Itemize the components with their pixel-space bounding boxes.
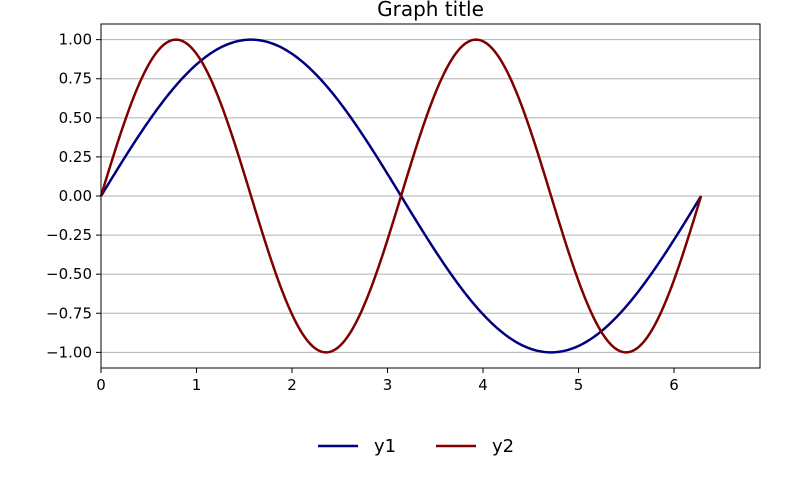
x-tick-label: 6 xyxy=(669,376,679,394)
y-tick-label: −0.50 xyxy=(46,265,92,283)
legend-label-y2: y2 xyxy=(492,436,514,457)
y-axis: 1.00 0.75 0.50 0.25 0.00 −0.25 −0.50 −0.75 −1.00 xyxy=(46,31,101,361)
y-tick-label: 0.50 xyxy=(59,109,92,127)
y-tick-label: −1.00 xyxy=(46,343,92,361)
y-tick-label: −0.75 xyxy=(46,304,92,322)
y-tick-label: 1.00 xyxy=(59,31,92,49)
plot-lines xyxy=(99,38,703,354)
x-axis: 0 1 2 3 4 5 6 xyxy=(96,368,679,394)
x-tick-label: 4 xyxy=(478,376,488,394)
legend-label-y1: y1 xyxy=(374,436,396,457)
x-tick-label: 5 xyxy=(574,376,584,394)
legend: y1 y2 xyxy=(318,436,514,457)
y-tick-label: 0.00 xyxy=(59,187,92,205)
y-tick-label: 0.25 xyxy=(59,148,92,166)
x-tick-label: 3 xyxy=(383,376,393,394)
y-tick-label: 0.75 xyxy=(59,70,92,88)
y-tick-label: −0.25 xyxy=(46,226,92,244)
x-tick-label: 0 xyxy=(96,376,106,394)
chart-title: Graph title xyxy=(377,0,484,21)
series-line-y2 xyxy=(99,38,703,354)
x-tick-label: 1 xyxy=(192,376,202,394)
x-tick-label: 2 xyxy=(287,376,297,394)
grid xyxy=(101,39,760,353)
